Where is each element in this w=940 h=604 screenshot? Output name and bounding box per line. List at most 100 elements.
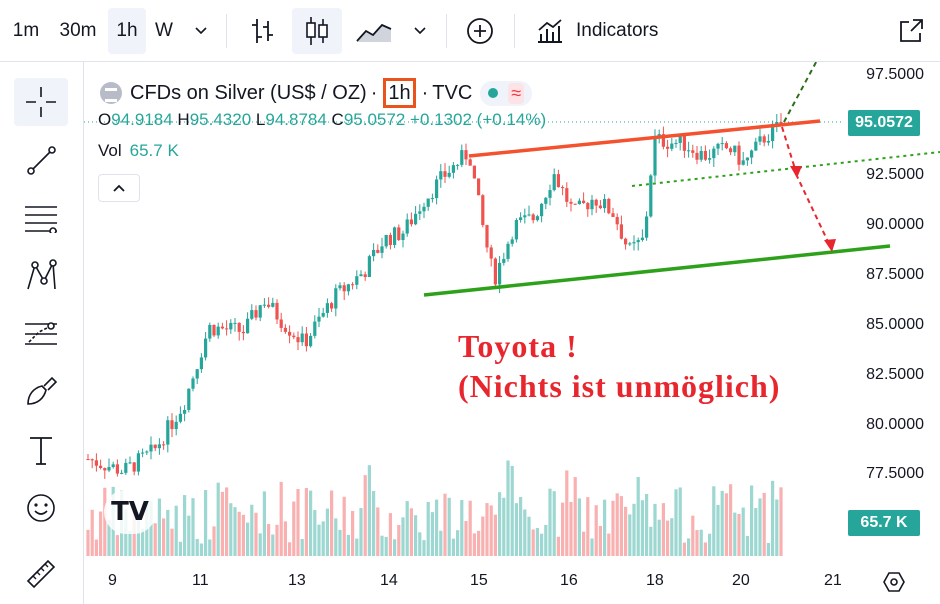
- volume-bar: [246, 522, 250, 556]
- volume-bar: [611, 500, 615, 556]
- volume-bar: [338, 529, 342, 556]
- text-tool-button[interactable]: [14, 426, 68, 474]
- volume-bar: [754, 508, 758, 556]
- market-status-pill[interactable]: ≈: [480, 80, 533, 106]
- time-tick: 13: [288, 572, 306, 589]
- ruler-tool-button[interactable]: [14, 550, 68, 598]
- candle-body: [666, 146, 670, 149]
- candle-body: [708, 158, 712, 160]
- price-tick: 97.5000: [866, 66, 924, 83]
- candle-body: [628, 243, 632, 245]
- volume-bar: [426, 501, 430, 556]
- volume-bar: [695, 530, 699, 556]
- drawings: [84, 62, 940, 297]
- candle-body: [733, 145, 737, 153]
- support-trendline[interactable]: [423, 244, 891, 297]
- price-tick: 87.5000: [866, 266, 924, 283]
- volume-bar: [653, 503, 657, 556]
- volume-bar: [153, 523, 157, 556]
- candle-body: [246, 318, 250, 334]
- bar-chart-type-button[interactable]: [240, 8, 284, 54]
- candle-body: [754, 141, 758, 151]
- prediction-tool-button[interactable]: [14, 310, 68, 358]
- candle-body: [506, 243, 510, 259]
- volume-bar: [645, 493, 649, 556]
- volume-bar: [712, 486, 716, 556]
- candle-body: [611, 213, 615, 217]
- volume-bar: [607, 533, 611, 556]
- symbol-legend[interactable]: CFDs on Silver (US$ / OZ) · 1h · TVC ≈: [100, 78, 533, 108]
- candle-body: [351, 284, 355, 286]
- brush-tool-button[interactable]: [14, 368, 68, 416]
- candle-body: [493, 258, 497, 285]
- candle-body: [477, 178, 481, 196]
- volume-bar: [149, 500, 153, 556]
- chart-settings-button[interactable]: [880, 568, 908, 596]
- bearish-projection-arrow-2[interactable]: [795, 173, 831, 247]
- candle-body: [405, 219, 409, 234]
- volume-bar: [603, 499, 607, 556]
- candle-body: [624, 238, 628, 245]
- fib-tool-button[interactable]: [14, 194, 68, 242]
- low-value: 94.8784: [265, 110, 327, 129]
- lower-channel-trendline[interactable]: [631, 151, 940, 187]
- volume-bar: [703, 542, 707, 556]
- candle-body: [338, 285, 342, 289]
- volume-bar: [225, 487, 229, 556]
- fullscreen-button[interactable]: [890, 8, 932, 54]
- volume-bar: [758, 498, 762, 556]
- collapse-legend-button[interactable]: [98, 174, 140, 202]
- candle-body: [758, 136, 762, 142]
- timeframe-w-button[interactable]: W: [155, 20, 173, 41]
- volume-bar: [569, 501, 573, 556]
- volume-bar: [359, 508, 363, 556]
- bearish-projection-arrow-1[interactable]: [781, 126, 797, 173]
- timeframe-30m-button[interactable]: 30m: [59, 20, 97, 41]
- candle-body: [258, 305, 262, 318]
- legend-interval: 1h: [383, 78, 416, 108]
- plus-circle-icon: [467, 18, 493, 44]
- compare-button[interactable]: [458, 8, 502, 54]
- timeframe-1h-button[interactable]: 1h: [108, 8, 146, 54]
- volume-bar: [103, 487, 107, 556]
- candle-body: [447, 172, 451, 177]
- volume-bar: [439, 530, 443, 556]
- hexagon-settings-icon: [883, 572, 905, 592]
- candles-chart-type-button[interactable]: [292, 8, 342, 54]
- price-chart[interactable]: [84, 62, 940, 604]
- volume-bar: [443, 493, 447, 556]
- high-label: H: [177, 110, 190, 129]
- trend-line-tool-button[interactable]: [14, 136, 68, 184]
- pattern-tool-button[interactable]: [14, 252, 68, 300]
- candle-body: [540, 203, 544, 217]
- annotation-line-1[interactable]: Toyota !: [458, 328, 578, 364]
- chevron-down-icon: [195, 27, 207, 35]
- candle-body: [531, 214, 535, 221]
- annotation-line-2[interactable]: (Nichts ist unmöglich): [458, 368, 781, 404]
- current-price-tag: 95.0572: [848, 110, 920, 136]
- volume-bar: [300, 539, 304, 556]
- bullish-projection-arrow[interactable]: [783, 62, 844, 123]
- timeframe-1m-button[interactable]: 1m: [12, 20, 40, 41]
- tradingview-logo[interactable]: TV: [104, 490, 156, 534]
- area-chart-type-button[interactable]: [350, 8, 398, 54]
- emoji-tool-button[interactable]: [14, 484, 68, 532]
- close-value: 95.0572: [343, 110, 406, 129]
- candle-body: [153, 444, 157, 449]
- candle-body: [372, 249, 376, 257]
- volume-legend[interactable]: Vol 65.7 K: [98, 141, 179, 161]
- candle-body: [111, 464, 115, 468]
- resistance-trendline[interactable]: [468, 119, 821, 158]
- open-label: O: [98, 110, 112, 129]
- volume-bar: [691, 515, 695, 556]
- volume-bar: [107, 519, 111, 556]
- candle-body: [267, 304, 271, 307]
- timeframe-dropdown[interactable]: [184, 8, 218, 54]
- volume-bar: [636, 477, 640, 556]
- candle-body: [262, 304, 266, 306]
- indicators-button[interactable]: Indicators: [528, 8, 688, 54]
- chart-type-dropdown[interactable]: [404, 8, 436, 54]
- volume-bar: [498, 492, 502, 556]
- crosshair-tool-button[interactable]: [14, 78, 68, 126]
- candle-body: [195, 369, 199, 379]
